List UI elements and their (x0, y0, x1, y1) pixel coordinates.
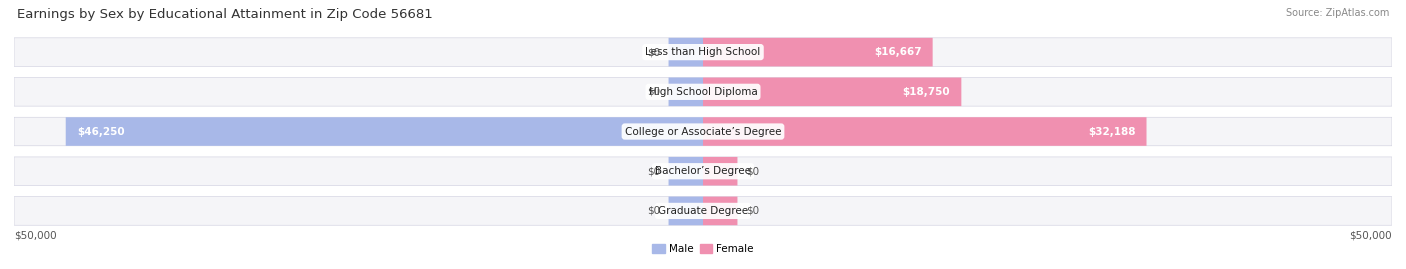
FancyBboxPatch shape (66, 117, 703, 146)
Text: Earnings by Sex by Educational Attainment in Zip Code 56681: Earnings by Sex by Educational Attainmen… (17, 8, 433, 21)
FancyBboxPatch shape (703, 117, 1146, 146)
Text: High School Diploma: High School Diploma (648, 87, 758, 97)
FancyBboxPatch shape (14, 117, 1392, 146)
Text: $0: $0 (647, 206, 661, 216)
Text: $50,000: $50,000 (1350, 231, 1392, 241)
FancyBboxPatch shape (703, 38, 932, 66)
Text: Less than High School: Less than High School (645, 47, 761, 57)
FancyBboxPatch shape (14, 197, 1392, 225)
FancyBboxPatch shape (14, 38, 1392, 66)
Text: Bachelor’s Degree: Bachelor’s Degree (655, 166, 751, 176)
Text: $46,250: $46,250 (77, 126, 124, 137)
Text: $32,188: $32,188 (1088, 126, 1136, 137)
FancyBboxPatch shape (14, 77, 1392, 106)
Text: College or Associate’s Degree: College or Associate’s Degree (624, 126, 782, 137)
Legend: Male, Female: Male, Female (648, 240, 758, 258)
Text: Source: ZipAtlas.com: Source: ZipAtlas.com (1285, 8, 1389, 18)
Text: $0: $0 (647, 87, 661, 97)
FancyBboxPatch shape (703, 157, 738, 186)
Text: $0: $0 (647, 166, 661, 176)
FancyBboxPatch shape (703, 197, 738, 225)
Text: Graduate Degree: Graduate Degree (658, 206, 748, 216)
Text: $18,750: $18,750 (903, 87, 950, 97)
FancyBboxPatch shape (669, 157, 703, 186)
Text: $16,667: $16,667 (875, 47, 921, 57)
FancyBboxPatch shape (669, 38, 703, 66)
Text: $0: $0 (745, 206, 759, 216)
FancyBboxPatch shape (703, 77, 962, 106)
Text: $0: $0 (745, 166, 759, 176)
Text: $0: $0 (647, 47, 661, 57)
FancyBboxPatch shape (669, 77, 703, 106)
FancyBboxPatch shape (669, 197, 703, 225)
FancyBboxPatch shape (14, 157, 1392, 186)
Text: $50,000: $50,000 (14, 231, 56, 241)
